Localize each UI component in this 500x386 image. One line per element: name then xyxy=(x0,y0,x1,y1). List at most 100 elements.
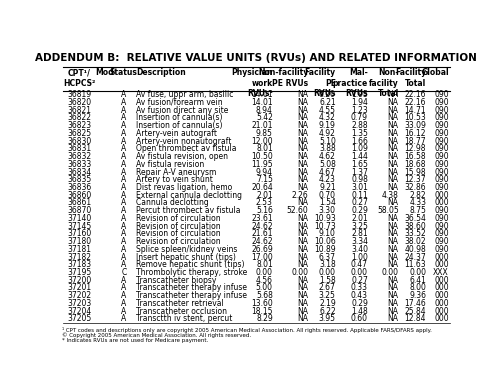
Text: Global: Global xyxy=(421,68,449,77)
Text: NA: NA xyxy=(298,229,308,239)
Text: 37145: 37145 xyxy=(68,222,92,231)
Text: 26.69: 26.69 xyxy=(251,245,273,254)
Text: Revision of circulation: Revision of circulation xyxy=(136,229,221,239)
Text: NA: NA xyxy=(388,229,398,239)
Text: 23.61: 23.61 xyxy=(251,214,273,223)
Text: Insert hepatic shunt (tips): Insert hepatic shunt (tips) xyxy=(136,252,236,262)
Text: NA: NA xyxy=(298,183,308,192)
Text: 17.46: 17.46 xyxy=(404,299,426,308)
Text: 4.62: 4.62 xyxy=(319,152,336,161)
Text: 3.88: 3.88 xyxy=(319,144,336,153)
Text: 8.01: 8.01 xyxy=(256,260,273,269)
Text: 0.43: 0.43 xyxy=(351,291,368,300)
Text: 12.37: 12.37 xyxy=(404,175,426,184)
Text: NA: NA xyxy=(298,106,308,115)
Text: 14.71: 14.71 xyxy=(404,106,426,115)
Text: 3.25: 3.25 xyxy=(351,222,368,231)
Text: A: A xyxy=(121,306,126,316)
Text: Revision of circulation: Revision of circulation xyxy=(136,214,221,223)
Text: A: A xyxy=(121,121,126,130)
Text: 090: 090 xyxy=(434,129,449,138)
Text: 2.01: 2.01 xyxy=(256,191,273,200)
Text: 22.16: 22.16 xyxy=(404,90,426,99)
Text: Revision of circulation: Revision of circulation xyxy=(136,222,221,231)
Text: 1.09: 1.09 xyxy=(351,144,368,153)
Text: 24.37: 24.37 xyxy=(404,252,426,262)
Text: Dist revas ligation, hemo: Dist revas ligation, hemo xyxy=(136,183,232,192)
Text: 5.10: 5.10 xyxy=(319,137,336,146)
Text: 18.68: 18.68 xyxy=(404,160,426,169)
Text: NA: NA xyxy=(388,137,398,146)
Text: 2.01: 2.01 xyxy=(351,214,368,223)
Text: 090: 090 xyxy=(434,90,449,99)
Text: 36.54: 36.54 xyxy=(404,214,426,223)
Text: NA: NA xyxy=(388,183,398,192)
Text: NA: NA xyxy=(298,299,308,308)
Text: A: A xyxy=(121,106,126,115)
Text: Transcatheter retrieval: Transcatheter retrieval xyxy=(136,299,224,308)
Text: Thrombolytic therapy, stroke: Thrombolytic therapy, stroke xyxy=(136,268,248,277)
Text: 18.15: 18.15 xyxy=(252,306,273,316)
Text: NA: NA xyxy=(388,113,398,122)
Text: 4.55: 4.55 xyxy=(319,106,336,115)
Text: 37160: 37160 xyxy=(68,229,92,239)
Text: NA: NA xyxy=(298,260,308,269)
Text: 58.05: 58.05 xyxy=(377,206,398,215)
Text: Artery-vein nonautograft: Artery-vein nonautograft xyxy=(136,137,232,146)
Text: 36830: 36830 xyxy=(68,137,92,146)
Text: 12.84: 12.84 xyxy=(404,314,426,323)
Text: Percut thrombect av fistula: Percut thrombect av fistula xyxy=(136,206,241,215)
Text: 090: 090 xyxy=(434,144,449,153)
Text: 3.30: 3.30 xyxy=(319,206,336,215)
Text: 8.00: 8.00 xyxy=(410,283,426,293)
Text: 9.10: 9.10 xyxy=(319,229,336,239)
Text: 8.01: 8.01 xyxy=(256,144,273,153)
Text: Splice spleen/kidney veins: Splice spleen/kidney veins xyxy=(136,245,237,254)
Text: 36820: 36820 xyxy=(68,98,92,107)
Text: 5.68: 5.68 xyxy=(256,291,273,300)
Text: NA: NA xyxy=(388,291,398,300)
Text: 38.02: 38.02 xyxy=(404,237,426,246)
Text: A: A xyxy=(121,113,126,122)
Text: NA: NA xyxy=(298,144,308,153)
Text: 36834: 36834 xyxy=(68,168,92,176)
Text: 3.18: 3.18 xyxy=(319,260,336,269)
Text: NA: NA xyxy=(298,306,308,316)
Text: A: A xyxy=(121,222,126,231)
Text: 000: 000 xyxy=(434,198,449,207)
Text: 1.65: 1.65 xyxy=(351,160,368,169)
Text: Mal-
practice
RVUs: Mal- practice RVUs xyxy=(332,68,368,98)
Text: 9.85: 9.85 xyxy=(256,129,273,138)
Text: 1.58: 1.58 xyxy=(319,276,336,285)
Text: NA: NA xyxy=(298,214,308,223)
Text: A: A xyxy=(121,299,126,308)
Text: A: A xyxy=(121,314,126,323)
Text: NA: NA xyxy=(298,160,308,169)
Text: 36861: 36861 xyxy=(68,198,92,207)
Text: 6.21: 6.21 xyxy=(319,98,336,107)
Text: A: A xyxy=(121,229,126,239)
Text: A: A xyxy=(121,168,126,176)
Text: 37200: 37200 xyxy=(68,276,92,285)
Text: 36823: 36823 xyxy=(68,121,92,130)
Text: NA: NA xyxy=(298,137,308,146)
Text: 36835: 36835 xyxy=(68,175,92,184)
Text: 22.16: 22.16 xyxy=(404,98,426,107)
Text: 36831: 36831 xyxy=(68,144,92,153)
Text: 5.16: 5.16 xyxy=(256,206,273,215)
Text: A: A xyxy=(121,237,126,246)
Text: A: A xyxy=(121,206,126,215)
Text: NA: NA xyxy=(298,198,308,207)
Text: NA: NA xyxy=(388,214,398,223)
Text: 6.37: 6.37 xyxy=(319,252,336,262)
Text: A: A xyxy=(121,152,126,161)
Text: 0.00: 0.00 xyxy=(351,268,368,277)
Text: 10.73: 10.73 xyxy=(314,222,336,231)
Text: Transcatheter occlusion: Transcatheter occlusion xyxy=(136,306,228,316)
Text: Transcatheter therapy infuse: Transcatheter therapy infuse xyxy=(136,283,248,293)
Text: 10.50: 10.50 xyxy=(251,152,273,161)
Text: 37201: 37201 xyxy=(68,283,92,293)
Text: 0.79: 0.79 xyxy=(351,113,368,122)
Text: Non-facility
PE RVUs: Non-facility PE RVUs xyxy=(258,68,308,88)
Text: 0.27: 0.27 xyxy=(351,276,368,285)
